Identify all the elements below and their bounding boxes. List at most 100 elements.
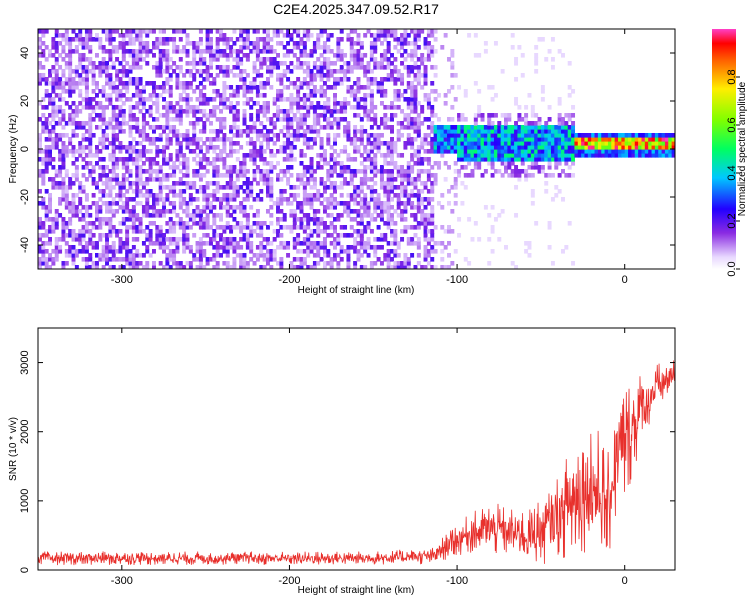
spectrogram-cell xyxy=(88,257,93,262)
spectrogram-cell xyxy=(178,201,183,206)
spectrogram-cell xyxy=(373,57,378,62)
spectrogram-cell xyxy=(379,93,384,98)
spectrogram-cell xyxy=(319,157,324,162)
spectrogram-cell xyxy=(369,41,374,46)
spectrogram-cell xyxy=(393,93,398,98)
spectrogram-cell xyxy=(607,141,612,146)
spectrogram-cell xyxy=(252,61,257,66)
spectrogram-cell xyxy=(172,205,177,210)
spectrogram-cell xyxy=(175,165,180,170)
spectrogram-cell xyxy=(71,261,76,266)
spectrogram-cell xyxy=(175,149,180,154)
spectrogram-cell xyxy=(64,101,69,106)
spectrogram-cell xyxy=(108,225,113,230)
spectrogram-cell xyxy=(158,229,163,234)
spectrogram-cell xyxy=(145,265,150,269)
spectrogram-cell xyxy=(490,121,495,126)
spectrogram-cell xyxy=(302,173,307,178)
spectrogram-cell xyxy=(225,213,230,218)
spectrogram-cell xyxy=(530,129,535,134)
snr-xlabel: Height of straight line (km) xyxy=(298,585,415,596)
spectrogram-cell xyxy=(316,113,321,118)
spectrogram-cell xyxy=(363,209,368,214)
spectrogram-cell xyxy=(329,169,334,174)
spectrogram-cell xyxy=(168,141,173,146)
spectrogram-cell xyxy=(262,137,267,142)
spectrogram-cell xyxy=(68,233,73,238)
spectrogram-cell xyxy=(182,221,187,226)
spectrogram-cell xyxy=(141,229,146,234)
spectrogram-cell xyxy=(81,45,86,50)
spectrogram-cell xyxy=(507,125,512,130)
spectrogram-cell xyxy=(101,109,106,114)
spectrogram-cell xyxy=(239,237,244,242)
spectrogram-cell xyxy=(279,265,284,269)
spectrogram-cell xyxy=(125,229,130,234)
spectrogram-cell xyxy=(369,105,374,110)
spectrogram-cell xyxy=(406,141,411,146)
spectrogram-cell xyxy=(621,149,626,154)
spectrogram-cell xyxy=(386,253,391,258)
spectrogram-cell xyxy=(366,225,371,230)
spectrogram-cell xyxy=(131,125,136,130)
figure-title: C2E4.2025.347.09.52.R17 xyxy=(273,1,439,17)
spectrogram-cell xyxy=(212,229,217,234)
spectrogram-cell xyxy=(379,53,384,58)
spectrogram-cell xyxy=(289,213,294,218)
spectrogram-cell xyxy=(249,257,254,262)
spectrogram-cell xyxy=(286,165,291,170)
spectrogram-cell xyxy=(151,89,156,94)
spectrogram-cell xyxy=(94,245,99,250)
spectrogram-cell xyxy=(470,169,475,174)
spectrogram-cell xyxy=(81,77,86,82)
spectrogram-cell xyxy=(245,225,250,230)
spectrogram-cell xyxy=(229,185,234,190)
spectrogram-cell xyxy=(245,97,250,102)
spectrogram-cell xyxy=(504,149,508,154)
spectrogram-cell xyxy=(215,181,220,186)
spectrogram-cell xyxy=(61,97,66,102)
spectrogram-cell xyxy=(276,205,280,210)
spectrogram-cell xyxy=(182,165,187,170)
spectrogram-cell xyxy=(202,189,207,194)
spectrogram-cell xyxy=(71,173,76,178)
spectrogram-cell xyxy=(507,141,512,146)
spectrogram-cell xyxy=(84,57,89,62)
spectrogram-cell xyxy=(426,97,431,102)
spectrogram-cell xyxy=(145,193,150,198)
spectrogram-cell xyxy=(148,169,153,174)
spectrogram-cell xyxy=(162,29,166,34)
spectrogram-cell xyxy=(410,65,415,70)
spectrogram-cell xyxy=(440,241,445,246)
spectrogram-cell xyxy=(544,149,549,154)
spectrogram-cell xyxy=(621,137,626,142)
spectrogram-cell xyxy=(403,65,408,70)
spectrogram-cell xyxy=(195,109,200,114)
spectrogram-cell xyxy=(74,109,79,114)
spectrogram-cell xyxy=(309,49,314,54)
spectrogram-cell xyxy=(574,145,579,150)
spectrogram-cell xyxy=(229,225,234,230)
spectrogram-cell xyxy=(111,245,116,250)
spectrogram-cell xyxy=(322,65,327,70)
spectrogram-cell xyxy=(219,225,223,230)
spectrogram-cell xyxy=(215,145,220,150)
spectrogram-cell xyxy=(343,133,348,138)
spectrogram-cell xyxy=(510,261,515,266)
spectrogram-cell xyxy=(208,181,213,186)
spectrogram-cell xyxy=(453,201,458,206)
spectrogram-cell xyxy=(108,37,113,42)
x-tick-label: 0 xyxy=(622,575,628,587)
spectrogram-cell xyxy=(400,201,405,206)
spectrogram-cell xyxy=(185,241,190,246)
spectrogram-cell xyxy=(195,257,200,262)
spectrogram-cell xyxy=(306,65,311,70)
spectrogram-cell xyxy=(222,149,227,154)
spectrogram-cell xyxy=(413,61,418,66)
spectrogram-cell xyxy=(289,133,294,138)
spectrogram-cell xyxy=(229,137,234,142)
spectrogram-cell xyxy=(219,213,223,218)
spectrogram-cell xyxy=(88,141,93,146)
spectrogram-cell xyxy=(353,245,358,250)
spectrogram-cell xyxy=(101,265,106,269)
